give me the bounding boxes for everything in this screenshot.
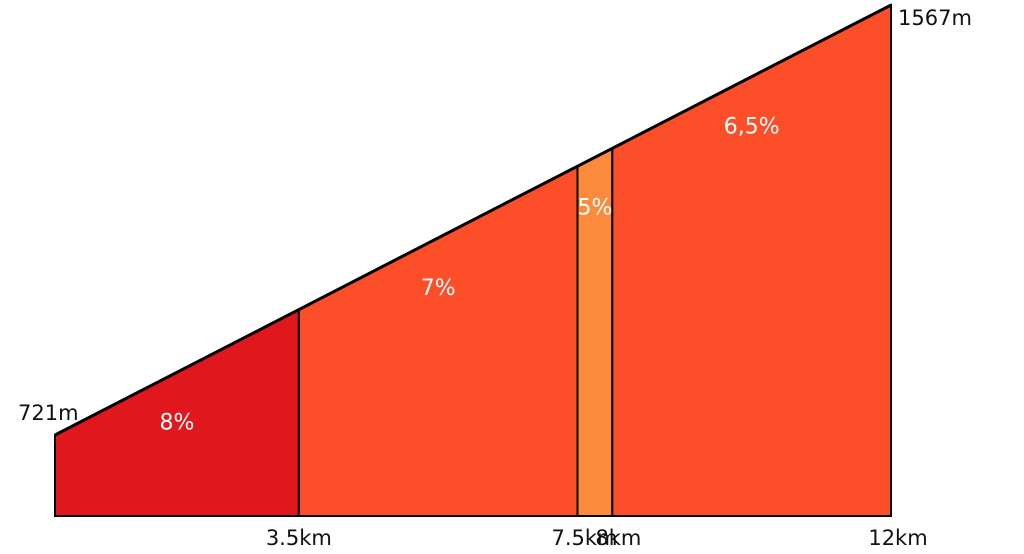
gradient-label-1: 8% <box>159 410 194 435</box>
profile-line <box>54 3 892 437</box>
tick-label-4: 12km <box>868 526 927 550</box>
end-elevation-label: 1567m <box>898 6 972 30</box>
tick-label-1: 3.5km <box>266 526 332 550</box>
gradient-labels: 8% 7% 5% 6,5% <box>159 115 779 436</box>
gradient-label-4: 6,5% <box>724 115 780 140</box>
start-elevation-label: 721m <box>18 401 79 425</box>
gradient-label-2: 7% <box>421 276 456 301</box>
gradient-label-3: 5% <box>577 195 612 220</box>
gradient-segment-4 <box>611 3 892 517</box>
gradient-segments <box>54 3 892 517</box>
gradient-segment-2 <box>297 164 579 517</box>
tick-label-3: 8km <box>595 526 641 550</box>
tick-label-2: 7.5km <box>551 526 617 550</box>
